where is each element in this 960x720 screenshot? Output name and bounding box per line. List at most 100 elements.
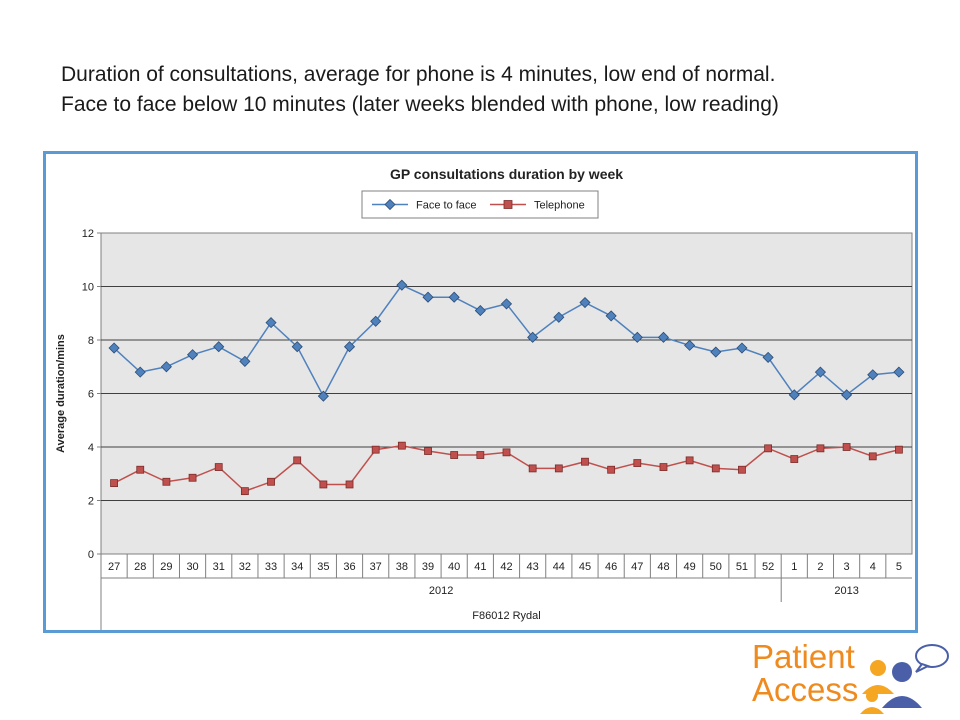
data-point [685, 456, 694, 465]
data-point [110, 479, 118, 488]
x-tick-label: 32 [239, 561, 251, 573]
y-tick-label: 12 [82, 228, 94, 240]
data-point [134, 366, 146, 378]
x-axis-label: F86012 Rydal [472, 610, 541, 622]
x-tick-label: 47 [631, 561, 643, 573]
data-point [188, 473, 197, 482]
data-point [657, 331, 670, 343]
data-point [136, 465, 145, 474]
x-tick-label: 37 [370, 561, 382, 573]
data-point [371, 445, 380, 454]
data-point [343, 341, 356, 353]
x-tick-label: 44 [553, 561, 565, 573]
chart-title: GP consultations duration by week [390, 166, 623, 182]
data-point [895, 445, 903, 454]
data-point [553, 311, 565, 323]
data-point [476, 451, 485, 459]
year-label: 2013 [834, 585, 858, 597]
patient-access-logo: Patient Access [752, 640, 952, 715]
x-tick-label: 49 [684, 561, 696, 573]
y-tick-label: 0 [88, 549, 94, 561]
x-tick-label: 35 [317, 561, 329, 573]
data-point [554, 464, 563, 473]
data-point [841, 389, 853, 401]
x-tick-label: 45 [579, 561, 591, 573]
data-point [633, 459, 642, 467]
data-point [788, 389, 800, 401]
y-axis-label: Average duration/mins [55, 334, 67, 453]
data-point [738, 465, 746, 474]
x-tick-label: 42 [500, 561, 512, 573]
data-point [842, 443, 851, 451]
caption-line-1: Duration of consultations, average for p… [61, 63, 776, 86]
data-point [450, 451, 459, 459]
x-tick-label: 41 [474, 561, 486, 573]
y-tick-label: 10 [82, 282, 94, 294]
chart-frame: 0 2 4 6 8 10 12 GP consultations duration by we… [43, 151, 918, 633]
data-point [579, 296, 591, 309]
data-point [345, 480, 354, 489]
x-tick-label: 33 [265, 561, 277, 573]
x-tick-label: 39 [422, 561, 434, 573]
caption-line-2: Face to face below 10 minutes (later wee… [61, 93, 779, 116]
x-tick-label: 36 [343, 561, 355, 573]
year-label: 2012 [429, 585, 453, 597]
data-point [816, 444, 825, 453]
logo-wordmark: Patient Access [752, 640, 858, 706]
data-point [293, 456, 302, 465]
data-point [764, 444, 773, 453]
y-tick-label: 6 [88, 389, 94, 401]
x-tick-label: 52 [762, 561, 774, 573]
x-tick-label: 31 [213, 561, 225, 573]
data-point [762, 351, 774, 363]
data-point [213, 341, 225, 353]
x-tick-label: 2 [817, 561, 823, 573]
data-point [527, 331, 539, 343]
data-point [528, 464, 537, 473]
people-chat-icon [860, 644, 949, 714]
data-point [291, 341, 303, 353]
x-tick-label: 5 [896, 561, 902, 573]
data-point [659, 463, 668, 471]
logo-line-1: Patient [752, 638, 855, 675]
data-point [424, 447, 432, 455]
data-point [814, 366, 827, 378]
y-tick-label: 8 [88, 335, 94, 347]
x-tick-label: 29 [160, 561, 172, 573]
data-point [160, 361, 172, 373]
data-point [397, 441, 406, 450]
data-point [108, 342, 120, 354]
x-tick-label: 4 [870, 561, 876, 573]
x-tick-label: 51 [736, 561, 748, 573]
x-tick-label: 30 [186, 561, 198, 573]
x-tick-label: 28 [134, 561, 146, 573]
data-point [422, 291, 434, 303]
data-point [396, 279, 408, 291]
data-point [317, 390, 329, 402]
data-point [790, 455, 799, 463]
legend-marker [503, 200, 513, 209]
legend-label: Face to face [416, 200, 477, 212]
data-point [684, 339, 696, 351]
data-point [448, 291, 460, 303]
y-tick-label: 4 [88, 442, 94, 454]
x-tick-label: 46 [605, 561, 617, 573]
data-point [186, 349, 199, 361]
data-point [605, 310, 617, 322]
data-point [319, 480, 328, 489]
x-tick-label: 34 [291, 561, 303, 573]
legend-label: Telephone [534, 200, 585, 212]
data-point [581, 457, 589, 466]
data-point [239, 355, 251, 367]
data-point [162, 477, 171, 486]
data-point [736, 342, 748, 354]
data-point [631, 331, 643, 343]
y-tick-label: 2 [88, 496, 94, 508]
x-tick-label: 50 [710, 561, 722, 573]
data-point [267, 477, 275, 486]
x-tick-label: 27 [108, 561, 120, 573]
data-point [265, 317, 277, 329]
data-point [474, 305, 486, 317]
logo-line-2: Access [752, 671, 859, 708]
